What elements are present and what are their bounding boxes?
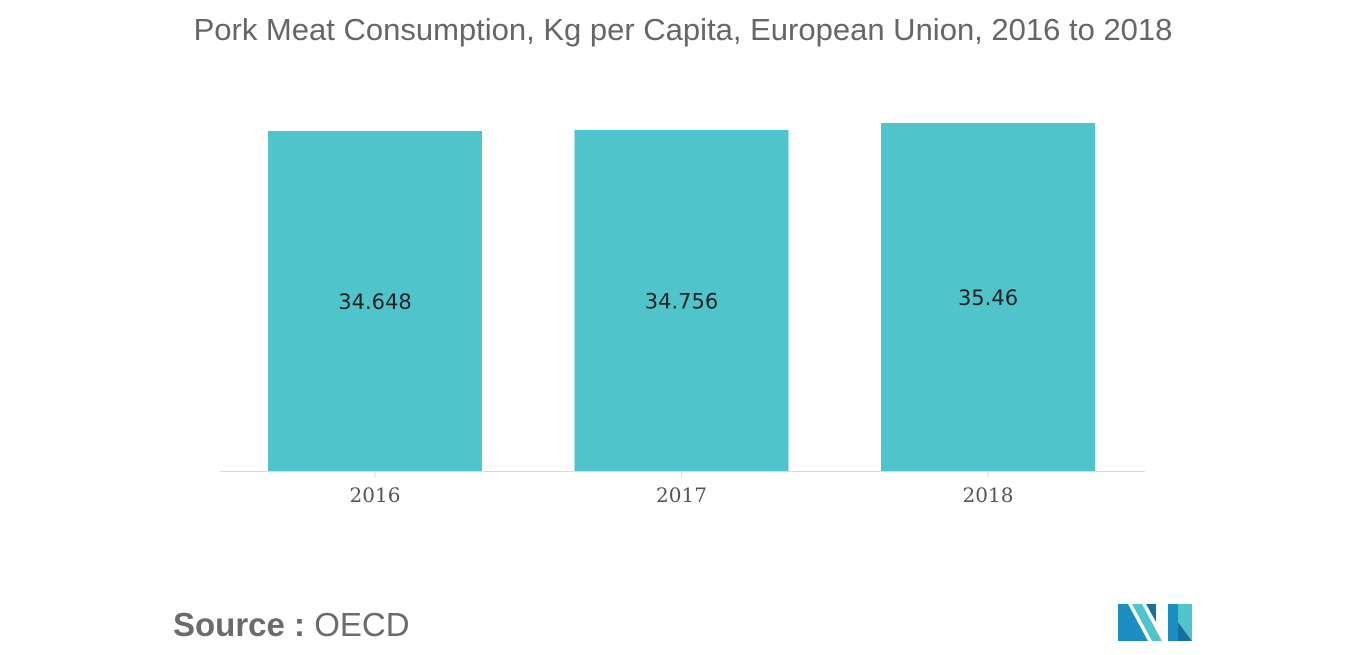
x-tick-label-2018: 2018 (963, 483, 1014, 507)
source-value: OECD (314, 606, 410, 643)
bar-2017 (574, 129, 789, 471)
x-tick-label-2017: 2017 (656, 483, 707, 507)
data-label-2018: 35.46 (958, 286, 1018, 310)
bar-2016 (268, 130, 482, 471)
bar-chart: 34.648 2016 34.756 2017 35.46 2018 (220, 123, 1145, 507)
source-note: Source : OECD (173, 606, 410, 644)
source-label: Source : (173, 606, 306, 643)
data-label-2016: 34.648 (338, 290, 411, 314)
data-label-2017: 34.756 (645, 289, 718, 313)
mordor-intelligence-logo-icon (1118, 604, 1192, 641)
x-tick-label-2016: 2016 (350, 483, 401, 507)
bar-2018 (881, 123, 1095, 471)
chart-title: Pork Meat Consumption, Kg per Capita, Eu… (193, 12, 1173, 47)
